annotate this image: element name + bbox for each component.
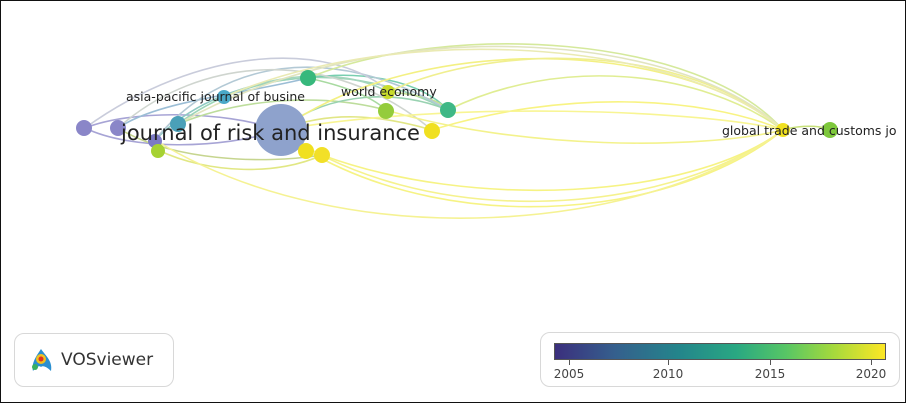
link (385, 109, 784, 144)
link (117, 77, 309, 129)
network-node (776, 123, 790, 137)
link (177, 45, 784, 131)
link (117, 68, 433, 131)
network-node (110, 120, 126, 136)
label-world-economy[interactable]: world economy (341, 84, 437, 99)
link (321, 129, 784, 192)
link (431, 101, 784, 131)
network-node (424, 123, 440, 139)
vosviewer-logo-icon (32, 349, 52, 371)
network-node (298, 143, 314, 159)
link (447, 75, 784, 131)
link (84, 57, 391, 129)
scale-label-2005: 2005 (553, 367, 585, 381)
link (154, 129, 784, 219)
link (279, 129, 784, 203)
color-scale-bar (554, 343, 886, 360)
link (307, 43, 784, 131)
network-node (314, 147, 330, 163)
network-node (76, 120, 92, 136)
label-global-trade-and-customs[interactable]: global trade and customs jo (722, 123, 897, 138)
label-journal-of-risk-and-insurance[interactable]: journal of risk and insurance (120, 121, 420, 145)
link (157, 149, 323, 171)
scale-tick (569, 360, 570, 365)
scale-tick (871, 360, 872, 365)
vosviewer-logo-panel: VOSviewer (14, 333, 174, 387)
network-node (170, 116, 186, 132)
scale-tick (668, 360, 669, 365)
scale-label-2020: 2020 (855, 367, 887, 381)
link (305, 129, 784, 208)
link (117, 127, 323, 161)
network-node (440, 102, 456, 118)
link (223, 48, 784, 131)
scale-label-2010: 2010 (652, 367, 684, 381)
link (279, 110, 784, 131)
network-node (255, 104, 307, 156)
network-node (217, 90, 231, 104)
link (177, 99, 387, 125)
network-node (151, 144, 165, 158)
app-name: VOSviewer (61, 350, 154, 370)
scale-label-2015: 2015 (754, 367, 786, 381)
network-node (300, 70, 316, 86)
link (387, 57, 784, 131)
network-node (822, 122, 838, 138)
network-node (381, 85, 395, 99)
scale-tick (770, 360, 771, 365)
overlay-color-legend: 2005 2010 2015 2020 (540, 332, 900, 387)
network-nodes[interactable] (76, 70, 838, 163)
label-asia-pacific-journal[interactable]: asia-pacific journal of busine (126, 89, 305, 104)
link (154, 66, 449, 141)
network-node (378, 103, 394, 119)
